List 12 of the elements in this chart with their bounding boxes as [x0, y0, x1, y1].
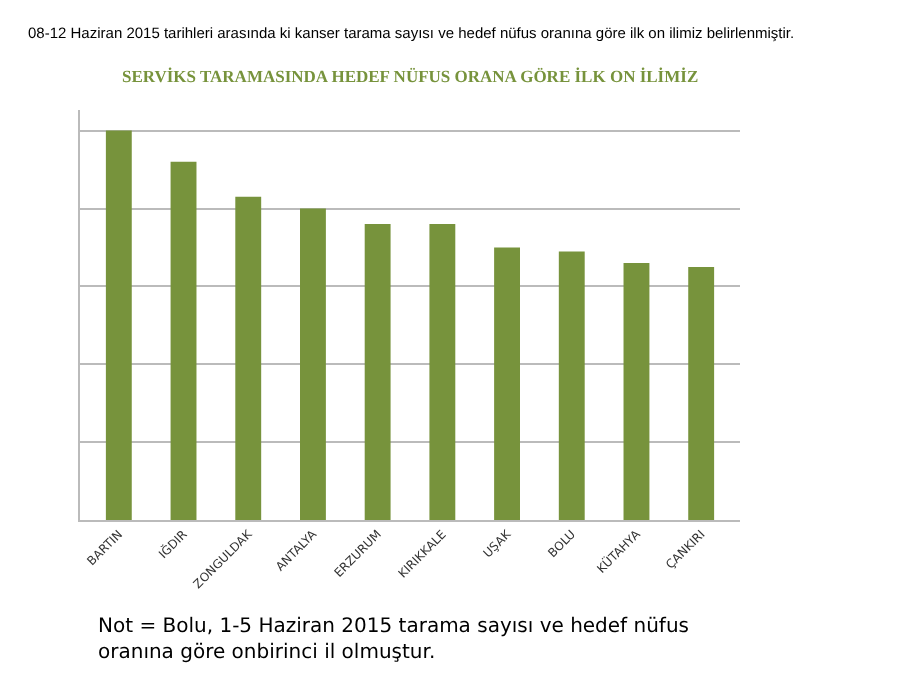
bar: [494, 247, 520, 521]
bar: [364, 224, 391, 521]
bar: [688, 266, 715, 521]
bar: [300, 208, 326, 521]
bar: [558, 251, 585, 521]
bar: [170, 161, 197, 521]
bar: [623, 263, 650, 521]
chart-subtitle: SERVİKS TARAMASINDA HEDEF NÜFUS ORANA GÖRE İLK ON İLİMİZ: [122, 66, 699, 86]
text: Not = Bolu, 1-5 Haziran 2015 tarama sayısı ve hedef nüfus oranına göre onbirinci il olmuştur.: [98, 616, 689, 664]
bar: [235, 196, 262, 521]
bar: [429, 224, 456, 521]
bar: [105, 130, 132, 521]
